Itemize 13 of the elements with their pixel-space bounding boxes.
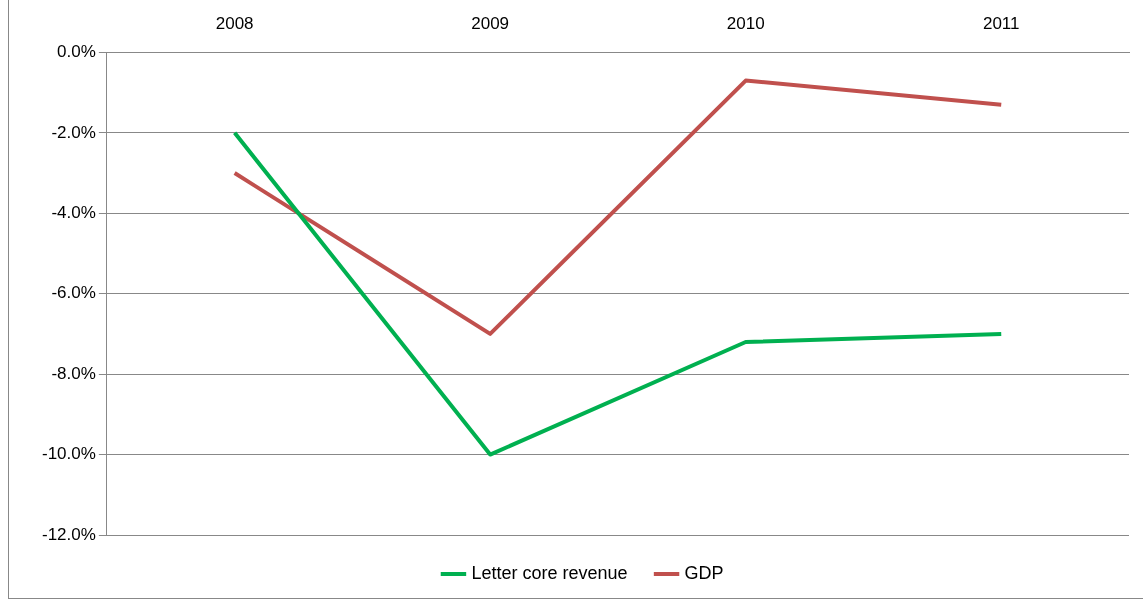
y-tick-label: 0.0%	[57, 42, 96, 62]
y-tick-label: -10.0%	[41, 444, 96, 464]
y-tick-label: -2.0%	[51, 122, 96, 142]
x-tick-label: 2010	[726, 13, 765, 33]
x-tick-label: 2009	[471, 13, 510, 33]
x-tick-label: 2011	[982, 13, 1020, 33]
legend-label: GDP	[684, 562, 724, 583]
y-tick-label: -6.0%	[51, 283, 96, 303]
y-tick-label: -12.0%	[41, 524, 96, 544]
x-tick-label: 2008	[215, 13, 254, 33]
y-tick-label: -8.0%	[51, 363, 96, 383]
legend-label: Letter core revenue	[471, 562, 628, 583]
y-tick-label: -4.0%	[51, 202, 96, 222]
